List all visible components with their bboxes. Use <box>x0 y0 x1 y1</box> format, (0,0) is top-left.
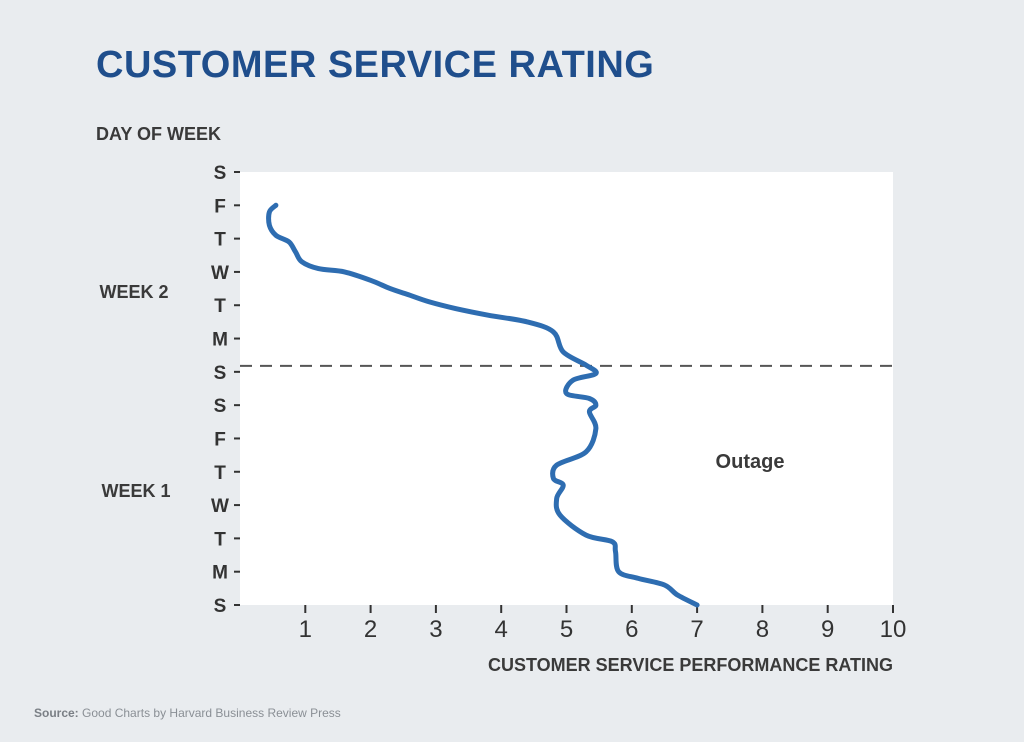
x-tick-label: 8 <box>756 616 769 643</box>
x-tick-label: 10 <box>880 616 907 643</box>
y-tick-label: M <box>212 563 228 584</box>
series-line <box>266 202 700 608</box>
source-text: Good Charts by Harvard Business Review P… <box>82 706 341 720</box>
x-tick-label: 1 <box>299 616 312 643</box>
y-tick-label: S <box>214 363 227 384</box>
y-tick-label: W <box>211 496 229 517</box>
y-tick-label: F <box>214 429 226 450</box>
x-tick-label: 2 <box>364 616 377 643</box>
y-tick-label: T <box>214 296 226 317</box>
y-tick-label: S <box>214 396 227 417</box>
page-title: CUSTOMER SERVICE RATING <box>96 44 655 86</box>
week-2-label: WEEK 2 <box>99 282 168 302</box>
y-axis-title: DAY OF WEEK <box>96 124 222 144</box>
y-tick-label: W <box>211 263 229 284</box>
x-axis-title: CUSTOMER SERVICE PERFORMANCE RATING <box>488 655 893 675</box>
source-note: Source: Good Charts by Harvard Business … <box>34 706 341 720</box>
x-axis-ticks: 1 2 3 4 5 6 7 8 9 10 <box>299 605 907 643</box>
x-tick-label: 7 <box>690 616 703 643</box>
y-tick-label: T <box>214 463 226 484</box>
week-1-label: WEEK 1 <box>101 481 170 501</box>
y-tick-label: T <box>214 529 226 550</box>
y-tick-label: M <box>212 330 228 351</box>
x-tick-label: 6 <box>625 616 638 643</box>
x-tick-label: 4 <box>495 616 508 643</box>
y-tick-label: T <box>214 230 226 251</box>
x-tick-label: 3 <box>429 616 442 643</box>
outage-annotation: Outage <box>716 451 785 473</box>
source-label: Source: <box>34 706 79 720</box>
x-tick-label: 5 <box>560 616 573 643</box>
y-tick-label: F <box>214 196 226 217</box>
y-tick-label: S <box>214 596 227 617</box>
y-tick-label: S <box>214 163 227 184</box>
x-tick-label: 9 <box>821 616 834 643</box>
